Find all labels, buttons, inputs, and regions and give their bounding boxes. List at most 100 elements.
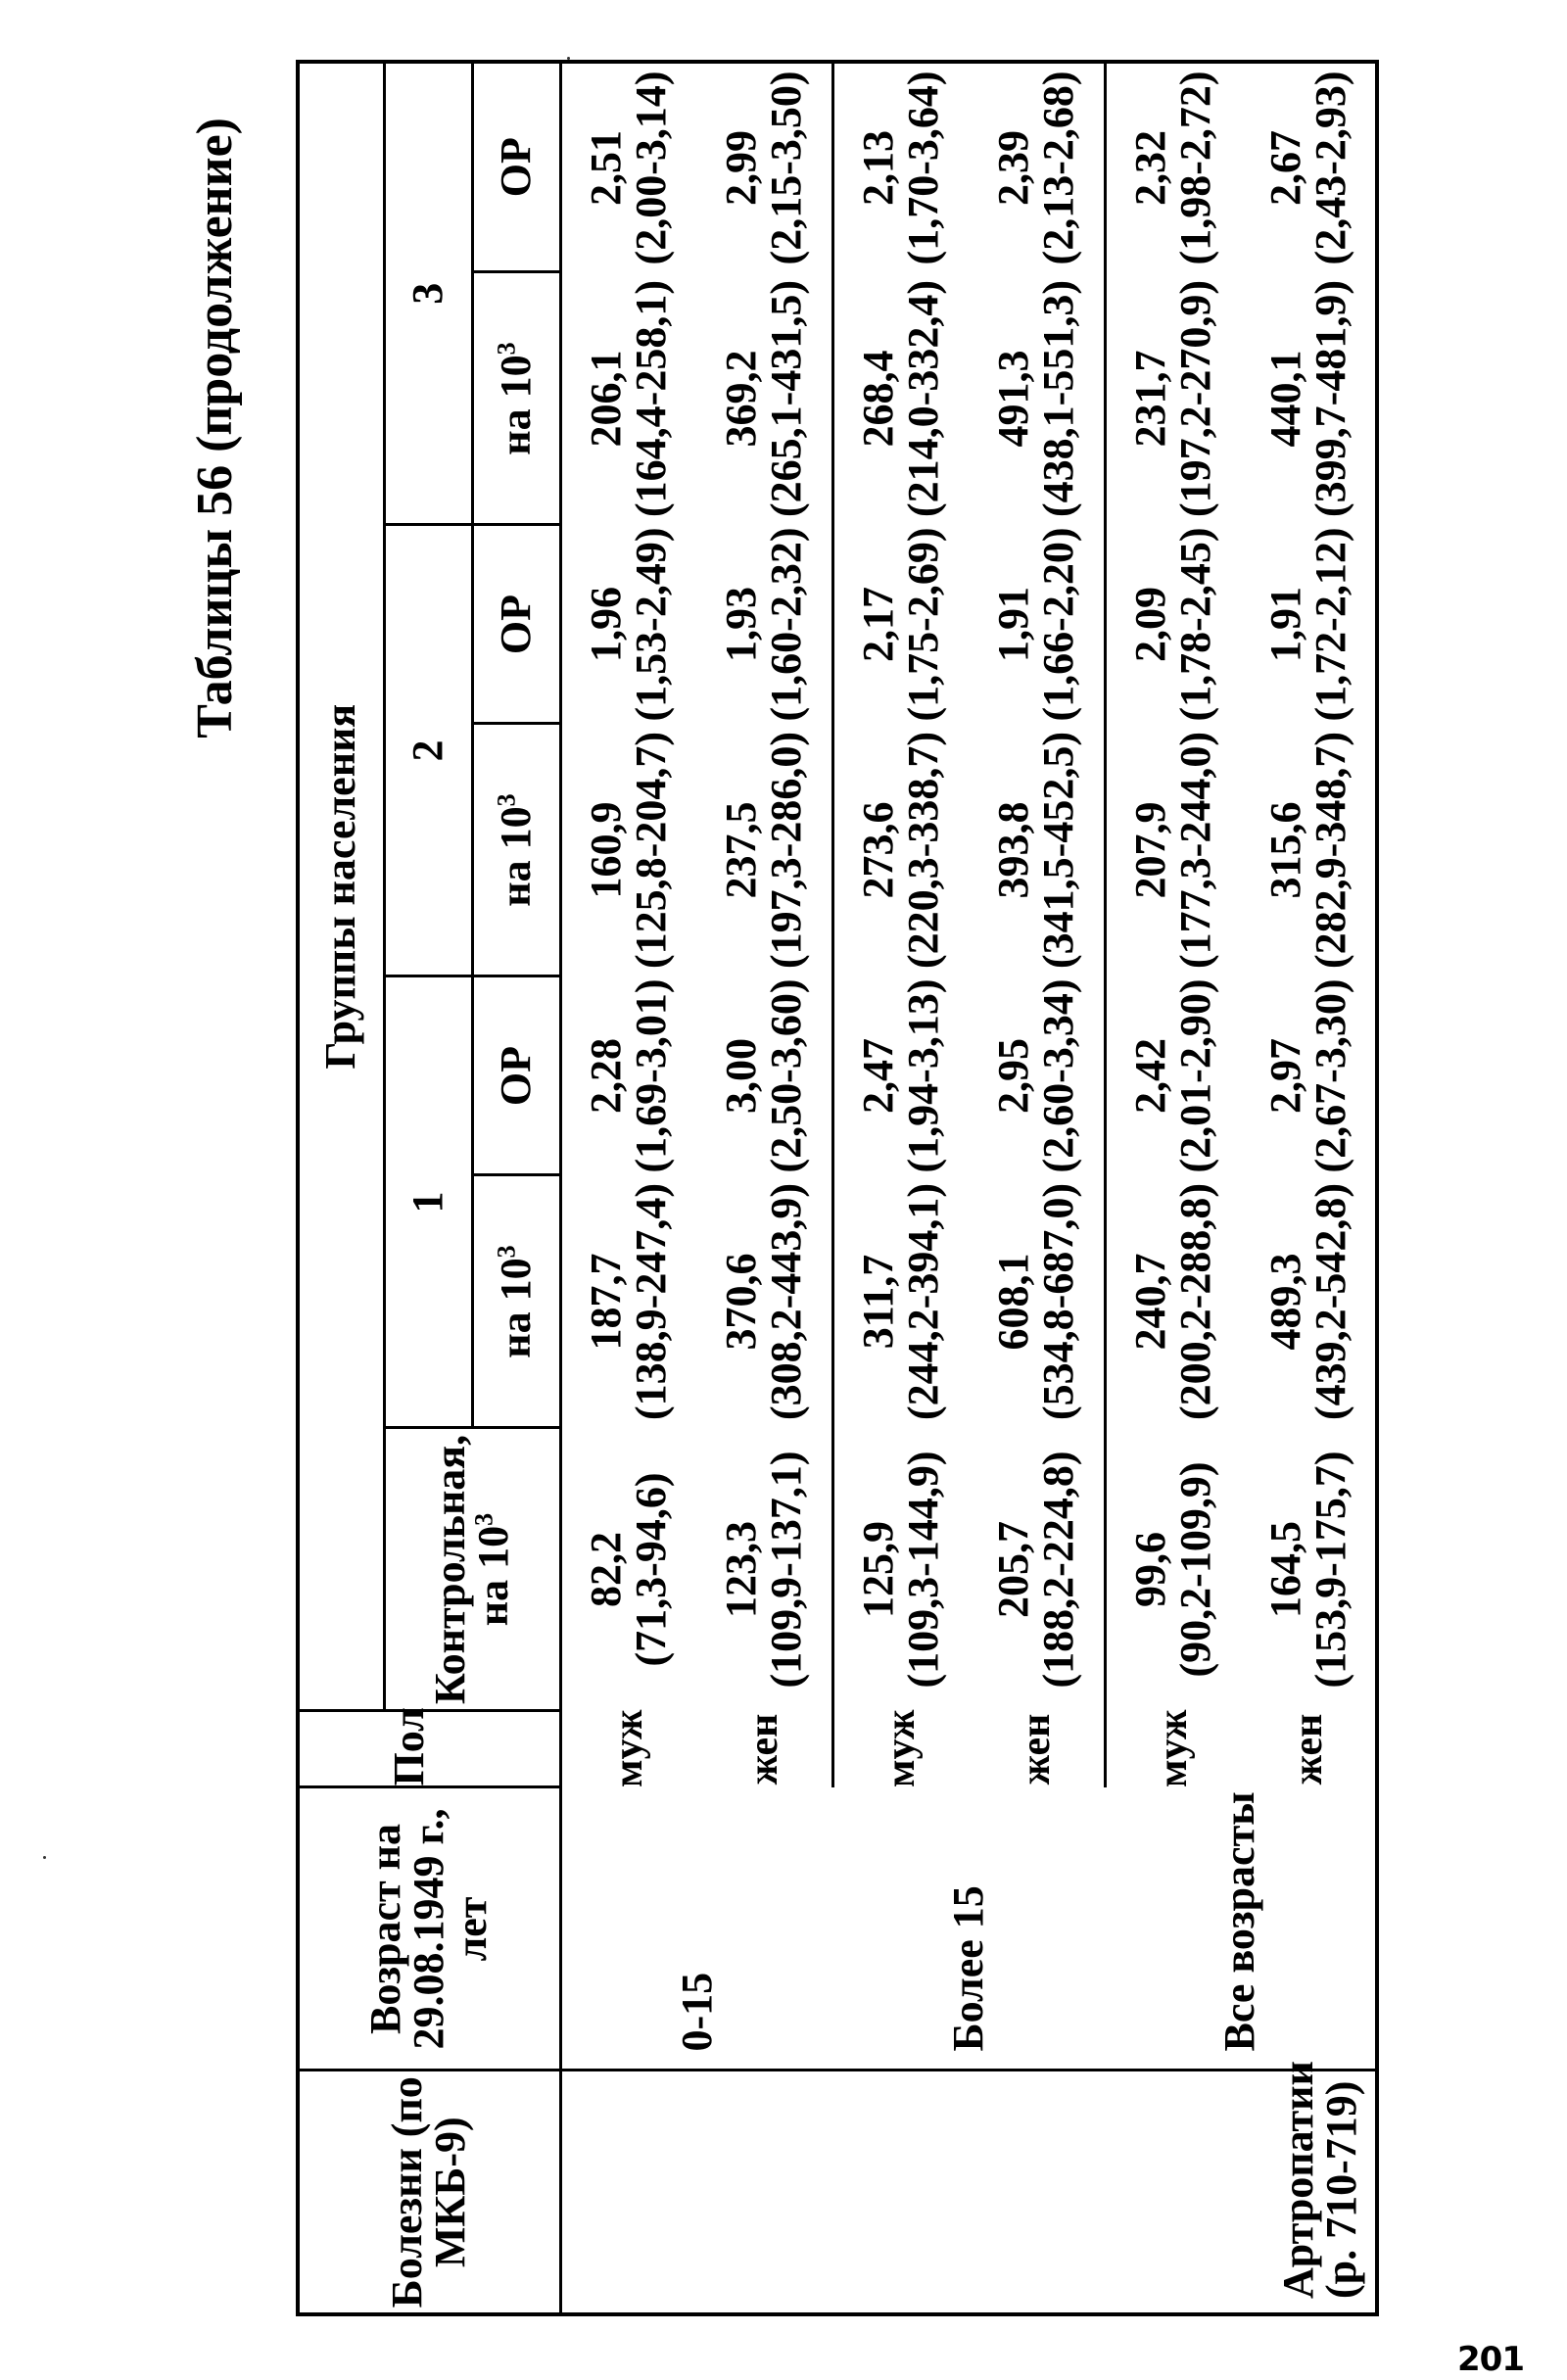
group1-rate: 187,7 (138,9-247,4) (560, 1175, 696, 1428)
group1-rate-ci: (244,2-394,1) (899, 1183, 948, 1420)
group3-or-value: 2,39 (988, 129, 1037, 206)
group3-or-ci: (2,13-2,68) (1033, 71, 1082, 265)
control-rate-value: 123,3 (716, 1521, 765, 1618)
group1-or-value: 3,00 (716, 1038, 765, 1114)
group1-or-value: 2,28 (582, 1038, 631, 1114)
group1-or-value: 2,97 (1260, 1038, 1309, 1114)
group1-or: 2,97 (2,67-3,30) (1241, 976, 1377, 1175)
group2-rate-ci: (341,5-452,5) (1033, 732, 1082, 969)
header-group-1: 1 (384, 976, 472, 1428)
table-row: Все возрасты муж 99,6 (90,2-109,9) 240,7 (200… (1105, 62, 1263, 2314)
group3-or-ci: (2,43-2,93) (1306, 71, 1354, 265)
sex-label: жен (1285, 1713, 1331, 1785)
group3-rate-ci: (438,1-551,3) (1033, 280, 1082, 517)
sex-label: жен (696, 1711, 832, 1787)
header-or-g2: ОР (472, 525, 560, 724)
group1-or-value: 2,47 (854, 1038, 903, 1114)
group2-rate-ci: (197,3-286,0) (761, 732, 810, 969)
group2-or-ci: (1,53-2,49) (627, 527, 676, 722)
group2-rate-value: 160,9 (582, 801, 631, 899)
control-rate-value: 205,7 (988, 1521, 1037, 1618)
group1-rate: 489,3 (439,2-542,8) (1241, 1175, 1377, 1428)
group2-rate-value: 207,9 (1126, 801, 1175, 899)
group3-rate-ci: (399,7-481,9) (1306, 280, 1354, 517)
group1-rate: 608,1 (534,8-687,0) (969, 1175, 1105, 1428)
group3-or: 2,67 (2,43-2,93) (1241, 62, 1377, 272)
group3-rate-value: 231,7 (1126, 350, 1175, 448)
group2-or: 2,17 (1,75-2,69) (832, 525, 969, 724)
group1-rate-ci: (200,2-288,8) (1171, 1183, 1220, 1420)
group2-rate-ci: (282,9-348,7) (1306, 732, 1354, 969)
scan-speck (567, 57, 570, 60)
group2-rate: 207,9 (177,3-244,0) (1105, 724, 1241, 976)
table-row: Артропатии (р. 710-719) 0-15 муж 82,2 (71,3-… (560, 62, 1377, 2314)
data-table: Болезни (по МКБ-9) Возраст на 29.08.1949… (296, 59, 1379, 2316)
group3-or-ci: (2,00-3,14) (627, 71, 676, 265)
group1-rate-value: 187,7 (582, 1253, 631, 1351)
group1-rate: 370,6 (308,2-443,9) (696, 1175, 832, 1428)
age-group-label: Более 15 (944, 1885, 992, 2052)
control-rate-value: 99,6 (1126, 1532, 1175, 1607)
group2-or-value: 2,09 (1126, 587, 1175, 662)
group3-rate-ci: (197,2-270,9) (1171, 280, 1220, 517)
group3-or: 2,32 (1,98-2,72) (1105, 62, 1241, 272)
group2-or-value: 1,93 (716, 587, 765, 662)
group2-rate-ci: (220,3-338,7) (899, 732, 948, 969)
group2-or-value: 2,17 (854, 587, 903, 662)
group3-or-value: 2,13 (854, 129, 903, 206)
group3-rate: 206,1 (164,4-258,1) (560, 272, 696, 525)
header-rate-g1: на 103 (472, 1175, 560, 1428)
group3-or-value: 2,99 (716, 129, 765, 206)
control-rate: 205,7 (188,2-224,8) (969, 1428, 1105, 1711)
group2-rate: 393,8 (341,5-452,5) (969, 724, 1105, 976)
header-control: Контрольная, на 103 (384, 1428, 560, 1711)
control-rate-ci: (153,9-175,7) (1306, 1451, 1354, 1689)
header-control-text: Контрольная, на 10 (426, 1434, 517, 1705)
group1-rate: 311,7 (244,2-394,1) (832, 1175, 969, 1428)
header-rate-text: на 10 (492, 806, 540, 907)
group1-rate-ci: (138,9-247,4) (627, 1183, 676, 1420)
group2-rate: 237,5 (197,3-286,0) (696, 724, 832, 976)
group3-or: 2,99 (2,15-3,50) (696, 61, 832, 272)
header-age: Возраст на 29.08.1949 г., лет (298, 1787, 560, 2071)
group2-rate-ci: (177,3-244,0) (1171, 732, 1220, 969)
control-rate-ci: (188,2-224,8) (1033, 1451, 1082, 1689)
group1-or-ci: (2,67-3,30) (1306, 978, 1354, 1173)
group3-or-ci: (1,98-2,72) (1171, 71, 1220, 265)
control-rate: 164,5 (153,9-175,7) (1241, 1428, 1377, 1711)
group2-or-ci: (1,75-2,69) (899, 527, 948, 722)
control-rate: 82,2 (71,3-94,6) (560, 1428, 696, 1711)
header-rate-sup: 3 (492, 342, 521, 356)
group1-rate-ci: (534,8-687,0) (1033, 1183, 1082, 1420)
disease-cell: Артропатии (р. 710-719) (560, 2061, 1377, 2314)
group2-or: 1,91 (1,72-2,12) (1241, 525, 1377, 724)
table-row: Более 15 муж 125,9 (109,3-144,9) 311,7 (244,2… (832, 62, 992, 2314)
group3-rate-value: 206,1 (582, 350, 631, 448)
header-group-3: 3 (384, 61, 472, 525)
group1-or-value: 2,42 (1126, 1038, 1175, 1114)
group2-or-value: 1,91 (1260, 587, 1309, 662)
group1-rate-value: 608,1 (988, 1253, 1037, 1351)
header-or-g3: ОР (472, 61, 560, 272)
group1-rate-value: 240,7 (1126, 1253, 1175, 1351)
group3-rate-ci: (214,0-332,4) (899, 280, 948, 517)
control-rate-ci: (90,2-109,9) (1171, 1461, 1220, 1678)
group2-or-ci: (1,72-2,12) (1306, 527, 1354, 722)
group3-rate-ci: (265,1-431,5) (761, 280, 810, 517)
group1-or-value: 2,95 (988, 1038, 1037, 1114)
header-sex: Пол (298, 1707, 560, 1787)
group3-rate: 440,1 (399,7-481,9) (1241, 272, 1377, 525)
group2-or: 2,09 (1,78-2,45) (1105, 525, 1241, 724)
header-disease: Болезни (по МКБ-9) (298, 2071, 560, 2314)
group1-or-ci: (1,69-3,01) (627, 978, 676, 1173)
group2-or: 1,93 (1,60-2,32) (696, 525, 832, 724)
group3-rate: 268,4 (214,0-332,4) (832, 272, 969, 525)
group3-or: 2,51 (2,00-3,14) (560, 62, 696, 272)
group2-or-ci: (1,60-2,32) (761, 527, 810, 722)
group2-or-value: 1,91 (988, 587, 1037, 662)
group3-rate-value: 268,4 (854, 350, 903, 448)
age-group-label: Все возрасты (1215, 1791, 1263, 2052)
group1-or-ci: (2,01-2,90) (1171, 978, 1220, 1173)
group3-rate-value: 440,1 (1260, 350, 1309, 448)
control-rate-value: 125,9 (854, 1521, 903, 1618)
